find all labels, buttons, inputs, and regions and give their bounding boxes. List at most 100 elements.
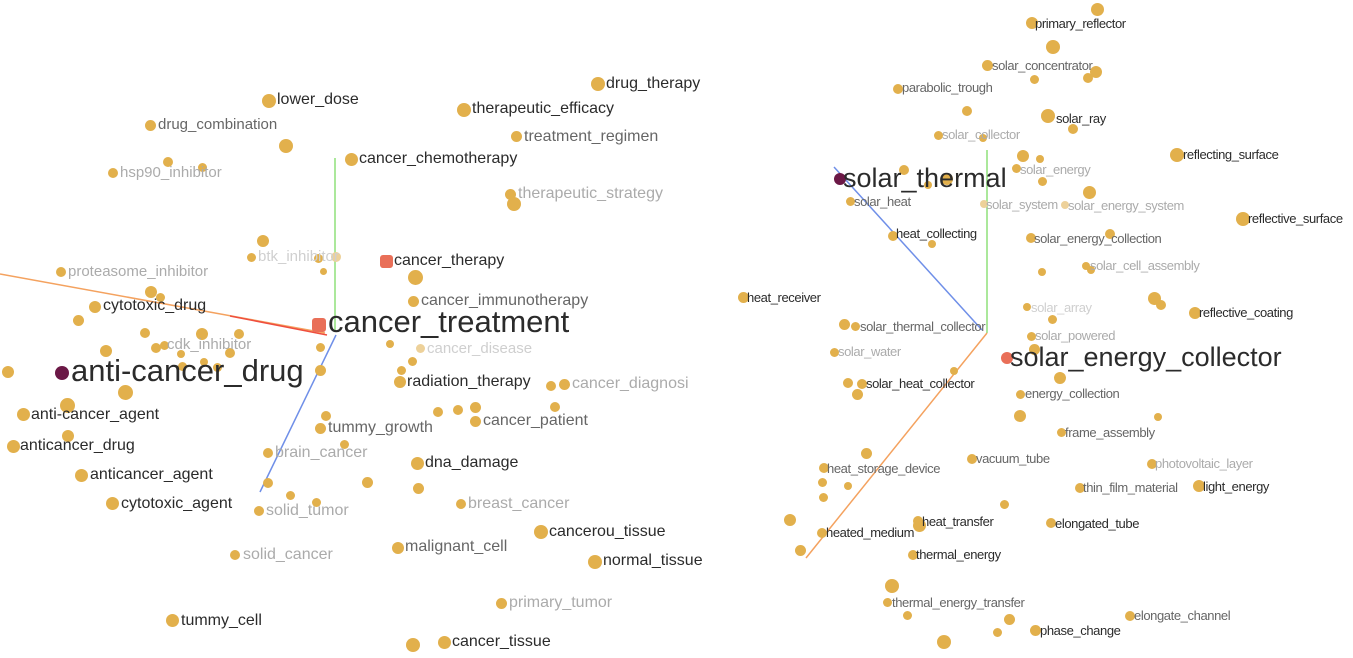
data-point[interactable] — [1030, 75, 1039, 84]
point-label-therapeutic-strategy[interactable]: therapeutic_strategy — [518, 186, 663, 202]
data-point[interactable] — [1000, 500, 1009, 509]
data-point[interactable] — [839, 319, 850, 330]
data-point[interactable] — [795, 545, 806, 556]
data-point-cancer-diagnosi[interactable] — [559, 379, 570, 390]
data-point-cytotoxic-agent[interactable] — [106, 497, 119, 510]
point-label-anticancer-agent[interactable]: anticancer_agent — [90, 467, 213, 483]
point-label-cancer-chemotherapy[interactable]: cancer_chemotherapy — [359, 151, 517, 167]
point-label-cancer-treatment[interactable]: cancer_treatment — [328, 306, 569, 337]
data-point[interactable] — [844, 482, 852, 490]
point-label-anti-cancer-drug[interactable]: anti-cancer_drug — [71, 355, 304, 386]
point-label-parabolic-trough[interactable]: parabolic_trough — [902, 81, 992, 94]
point-label-treatment-regimen[interactable]: treatment_regimen — [524, 129, 658, 145]
point-label-solar-powered[interactable]: solar_powered — [1035, 329, 1115, 342]
data-point[interactable] — [546, 381, 556, 391]
point-label-elongated-tube[interactable]: elongated_tube — [1055, 517, 1139, 530]
point-label-thermal-energy[interactable]: thermal_energy — [916, 548, 1001, 561]
data-point-cancerou-tissue[interactable] — [534, 525, 548, 539]
point-label-breast-cancer[interactable]: breast_cancer — [468, 496, 569, 512]
point-label-therapeutic-efficacy[interactable]: therapeutic_efficacy — [472, 101, 614, 117]
data-point-tummy-growth[interactable] — [315, 423, 326, 434]
point-label-normal-tissue[interactable]: normal_tissue — [603, 553, 703, 569]
point-label-cytotoxic-agent[interactable]: cytotoxic_agent — [121, 496, 232, 512]
data-point-malignant-cell[interactable] — [392, 542, 404, 554]
data-point[interactable] — [286, 491, 295, 500]
data-point-cancer-therapy[interactable] — [380, 255, 393, 268]
data-point-cancer-tissue[interactable] — [438, 636, 451, 649]
point-label-solid-cancer[interactable]: solid_cancer — [243, 547, 333, 563]
data-point-primary-tumor[interactable] — [496, 598, 507, 609]
data-point[interactable] — [819, 493, 828, 502]
data-point[interactable] — [1017, 150, 1029, 162]
point-label-heat-transfer[interactable]: heat_transfer — [922, 515, 993, 528]
point-label-solar-array[interactable]: solar_array — [1031, 301, 1092, 314]
point-label-solar-collector[interactable]: solar_collector — [942, 128, 1020, 141]
point-label-dna-damage[interactable]: dna_damage — [425, 455, 518, 471]
point-label-heat-collecting[interactable]: heat_collecting — [896, 227, 977, 240]
point-label-heat-receiver[interactable]: heat_receiver — [747, 291, 821, 304]
point-label-malignant-cell[interactable]: malignant_cell — [405, 539, 507, 555]
data-point-reflecting-surface[interactable] — [1170, 148, 1184, 162]
point-label-heat-storage-device[interactable]: heat_storage_device — [827, 462, 940, 475]
data-point-tummy-cell[interactable] — [166, 614, 179, 627]
data-point[interactable] — [362, 477, 373, 488]
point-label-drug-therapy[interactable]: drug_therapy — [606, 76, 700, 92]
point-label-solar-cell-assembly[interactable]: solar_cell_assembly — [1090, 259, 1199, 272]
point-label-elongate-channel[interactable]: elongate_channel — [1134, 609, 1230, 622]
data-point[interactable] — [1046, 40, 1060, 54]
point-label-btk-inhibitor[interactable]: btk_inhibitor — [258, 249, 339, 264]
data-point[interactable] — [818, 478, 827, 487]
data-point[interactable] — [397, 366, 406, 375]
point-label-reflective-surface[interactable]: reflective_surface — [1248, 212, 1343, 225]
data-point[interactable] — [1014, 410, 1026, 422]
data-point-anticancer-drug[interactable] — [7, 440, 20, 453]
point-label-anticancer-drug[interactable]: anticancer_drug — [20, 438, 135, 454]
point-label-cancer-tissue[interactable]: cancer_tissue — [452, 634, 551, 650]
data-point-treatment-regimen[interactable] — [511, 131, 522, 142]
data-point[interactable] — [903, 611, 912, 620]
point-label-cancer-disease[interactable]: cancer_disease — [427, 341, 532, 356]
embedding-projector-left[interactable]: lower_dose drug_combination hsp90_inhibi… — [0, 0, 736, 658]
data-point[interactable] — [316, 343, 325, 352]
data-point[interactable] — [937, 635, 951, 649]
point-label-cancer-patient[interactable]: cancer_patient — [483, 413, 588, 429]
data-point-anti-cancer-drug[interactable] — [55, 366, 69, 380]
point-label-hsp90-inhibitor[interactable]: hsp90_inhibitor — [120, 165, 222, 180]
data-point[interactable] — [861, 448, 872, 459]
data-point-therapeutic-strategy[interactable] — [505, 189, 516, 200]
data-point-lower-dose[interactable] — [262, 94, 276, 108]
data-point[interactable] — [1054, 372, 1066, 384]
data-point-energy-collection[interactable] — [1016, 390, 1025, 399]
data-point[interactable] — [843, 378, 853, 388]
point-label-cancerou-tissue[interactable]: cancerou_tissue — [549, 524, 666, 540]
data-point-hsp90-inhibitor[interactable] — [108, 168, 118, 178]
point-label-energy-collection[interactable]: energy_collection — [1025, 387, 1119, 400]
point-label-phase-change[interactable]: phase_change — [1040, 624, 1121, 637]
point-label-thermal-energy-transfer[interactable]: thermal_energy_transfer — [892, 596, 1024, 609]
point-label-solar-energy-system[interactable]: solar_energy_system — [1068, 199, 1184, 212]
data-point[interactable] — [257, 235, 269, 247]
point-label-radiation-therapy[interactable]: radiation_therapy — [407, 374, 531, 390]
point-label-cancer-diagnosi[interactable]: cancer_diagnosi — [572, 376, 689, 392]
data-point-normal-tissue[interactable] — [588, 555, 602, 569]
data-point[interactable] — [950, 367, 958, 375]
point-label-solar-energy-collector[interactable]: solar_energy_collector — [1010, 344, 1282, 371]
data-point-cancer-patient[interactable] — [470, 416, 481, 427]
data-point-proteasome-inhibitor[interactable] — [56, 267, 66, 277]
data-point[interactable] — [993, 628, 1002, 637]
data-point-drug-therapy[interactable] — [591, 77, 605, 91]
data-point[interactable] — [453, 405, 463, 415]
data-point[interactable] — [928, 240, 936, 248]
data-point[interactable] — [1048, 315, 1057, 324]
data-point[interactable] — [406, 638, 420, 652]
data-point[interactable] — [433, 407, 443, 417]
point-label-solar-energy-collection[interactable]: solar_energy_collection — [1034, 232, 1161, 245]
data-point[interactable] — [140, 328, 150, 338]
point-label-reflective-coating[interactable]: reflective_coating — [1199, 306, 1293, 319]
data-point[interactable] — [386, 340, 394, 348]
data-point[interactable] — [885, 579, 899, 593]
data-point-solid-tumor[interactable] — [254, 506, 264, 516]
point-label-proteasome-inhibitor[interactable]: proteasome_inhibitor — [68, 264, 208, 279]
data-point-solar-cell-assembly[interactable] — [1082, 262, 1090, 270]
point-label-anti-cancer-agent[interactable]: anti-cancer_agent — [31, 407, 159, 423]
